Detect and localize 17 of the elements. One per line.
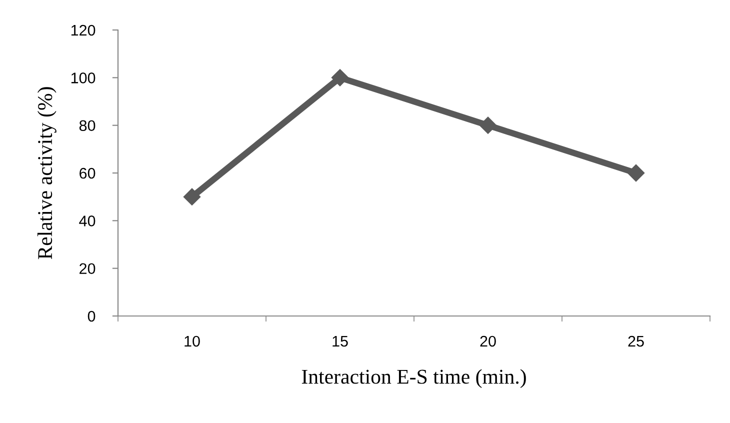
- x-tick-label: 10: [184, 336, 200, 347]
- point: [479, 116, 497, 134]
- point: [183, 188, 201, 206]
- x-tick-label: 20: [480, 336, 496, 347]
- y-tick-label: 60: [80, 168, 96, 179]
- y-tick-label: 120: [71, 24, 96, 36]
- point: [627, 164, 645, 182]
- y-tick-label: 80: [79, 120, 96, 132]
- y-tick-label: 0: [88, 310, 96, 322]
- point: [331, 69, 349, 86]
- y-tick-label: 40: [79, 216, 96, 226]
- x-axis-title: Interaction E-S time (min.): [302, 369, 526, 388]
- x-tick-label: 25: [628, 336, 644, 347]
- y-axis-title: Relative activity (%): [37, 87, 56, 260]
- y-tick-label: 100: [71, 72, 96, 84]
- y-tick-label: 20: [80, 263, 96, 274]
- x-tick-label: 15: [332, 336, 348, 347]
